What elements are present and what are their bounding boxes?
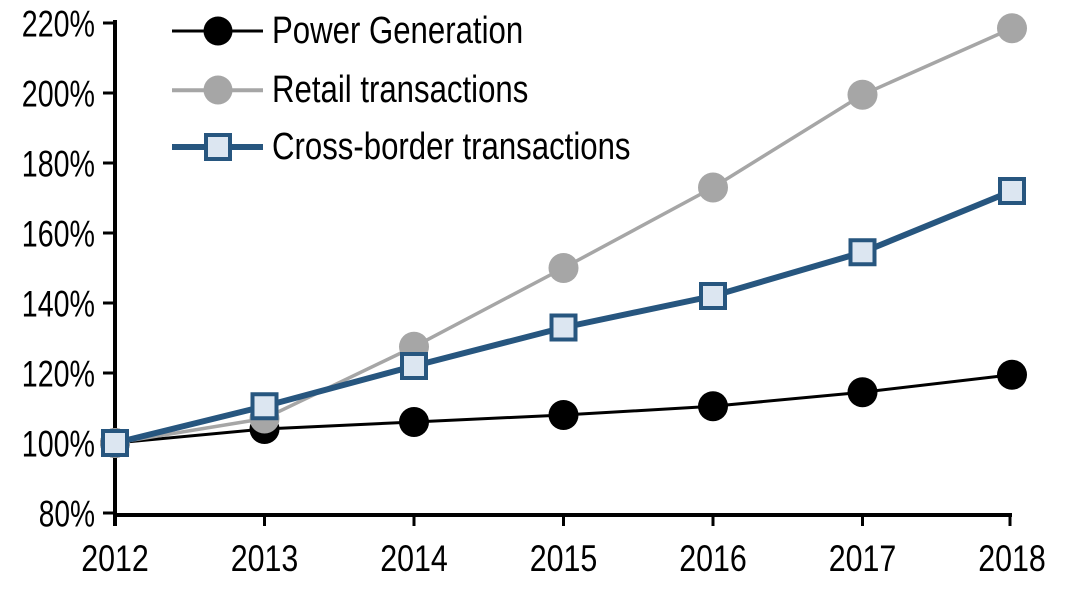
x-tick-label: 2016 bbox=[679, 538, 747, 579]
square-marker-icon bbox=[203, 133, 232, 161]
legend-label: Cross-border transactions bbox=[272, 126, 631, 168]
legend-sample-cross-border-transactions bbox=[172, 128, 263, 166]
data-point-power-generation-2014 bbox=[399, 407, 429, 437]
y-tick-label: 120% bbox=[22, 354, 95, 395]
x-tick-label: 2015 bbox=[530, 538, 598, 579]
legend: Power Generation Retail transactions Cro… bbox=[172, 0, 792, 200]
legend-item-cross-border-transactions: Cross-border transactions bbox=[172, 128, 792, 166]
data-point-cross-border-transactions-2013 bbox=[250, 392, 279, 421]
y-tick-label: 220% bbox=[22, 4, 95, 45]
data-point-cross-border-transactions-2015 bbox=[549, 313, 578, 342]
data-point-retail-transactions-2015 bbox=[548, 253, 579, 283]
data-point-cross-border-transactions-2018 bbox=[998, 177, 1026, 205]
data-point-cross-border-transactions-2012 bbox=[101, 429, 129, 457]
data-point-retail-transactions-2017 bbox=[847, 79, 878, 110]
data-point-power-generation-2018 bbox=[997, 359, 1027, 390]
y-tick-label: 160% bbox=[22, 214, 95, 255]
x-tick-label: 2013 bbox=[231, 538, 299, 579]
circle-marker-icon bbox=[203, 75, 232, 105]
legend-label: Power Generation bbox=[272, 10, 524, 52]
data-point-power-generation-2015 bbox=[548, 400, 579, 430]
legend-sample-retail-transactions bbox=[172, 71, 263, 109]
legend-label: Retail transactions bbox=[272, 69, 529, 111]
data-point-retail-transactions-2016 bbox=[698, 172, 728, 203]
y-tick-label: 80% bbox=[39, 494, 95, 535]
y-tick-label: 100% bbox=[22, 424, 95, 465]
x-tick-label: 2012 bbox=[81, 538, 149, 579]
legend-item-retail-transactions: Retail transactions bbox=[172, 71, 792, 109]
legend-sample-power-generation bbox=[172, 12, 263, 50]
legend-item-power-generation: Power Generation bbox=[172, 12, 792, 50]
data-point-retail-transactions-2018 bbox=[997, 13, 1027, 44]
y-tick-label: 180% bbox=[22, 144, 95, 185]
data-point-cross-border-transactions-2017 bbox=[848, 238, 877, 267]
circle-marker-icon bbox=[203, 16, 232, 46]
x-tick-label: 2017 bbox=[829, 538, 897, 579]
data-point-power-generation-2017 bbox=[847, 377, 878, 408]
y-tick-label: 200% bbox=[22, 74, 95, 115]
data-point-cross-border-transactions-2014 bbox=[400, 352, 428, 380]
x-tick-label: 2014 bbox=[380, 538, 448, 579]
data-point-cross-border-transactions-2016 bbox=[699, 282, 727, 310]
y-tick-label: 140% bbox=[22, 284, 95, 325]
x-tick-label: 2018 bbox=[978, 538, 1046, 579]
data-point-power-generation-2016 bbox=[698, 391, 728, 422]
